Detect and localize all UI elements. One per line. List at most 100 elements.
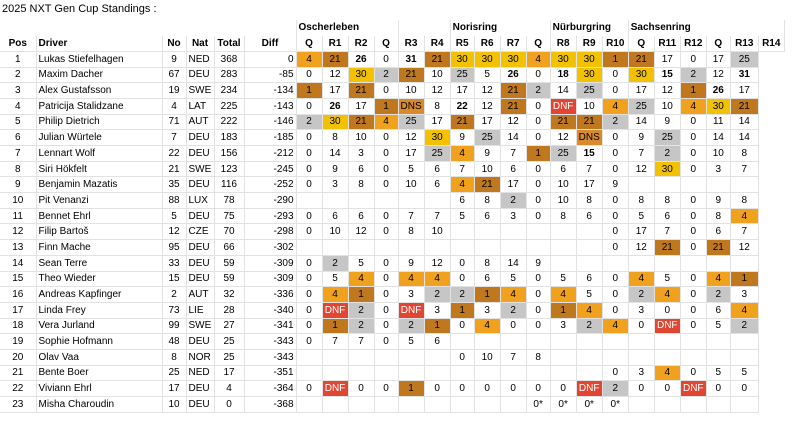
result-cell: 0 (602, 161, 629, 178)
total-cell: 27 (214, 318, 245, 335)
number-cell: 2 (162, 286, 187, 303)
diff-cell: -302 (244, 239, 297, 256)
result-cell: 7 (730, 161, 759, 178)
result-cell: 0 (680, 145, 707, 162)
result-cell: 0 (450, 318, 475, 335)
result-cell: 9 (526, 255, 551, 272)
table-row: 23 Misha Charoudin 10 DEU 0 -368 0* 0* 0* 0* (0, 396, 784, 413)
result-cell: 0 (526, 129, 551, 146)
number-cell: 67 (162, 67, 187, 84)
pos-cell: 16 (0, 286, 37, 303)
result-cell: 8 (526, 349, 551, 366)
result-cell: 12 (474, 98, 501, 115)
total-cell: 25 (214, 333, 245, 350)
result-cell (526, 365, 551, 382)
result-cell: 0 (680, 192, 707, 209)
number-cell: 12 (162, 223, 187, 241)
result-cell: 2 (730, 318, 759, 335)
result-cell: 1 (322, 318, 349, 335)
result-cell (526, 333, 551, 350)
table-row: 13 Finn Mache 95 DEU 66 -302 0 12 21 0 21 12 (0, 239, 784, 256)
result-cell (628, 396, 655, 413)
driver-cell: Theo Wieder (36, 271, 163, 288)
result-cell: 26 (706, 82, 731, 99)
result-cell: 25 (474, 129, 501, 146)
result-cell: 2 (424, 286, 451, 303)
table-row: 16 Andreas Kapfinger 2 AUT 32 -336 0 4 1 0 3 2 2 1 4 0 4… (0, 286, 784, 303)
result-cell: 21 (576, 114, 603, 131)
result-cell: 14 (550, 82, 577, 99)
result-cell (296, 365, 323, 382)
result-cell: 4 (628, 271, 655, 288)
pos-cell: 1 (0, 51, 37, 68)
column-header: Total (214, 35, 245, 52)
nationality-cell: DEU (186, 239, 215, 256)
table-row: 10 Pit Venanzi 88 LUX 78 -290 6 8 2 0 10 8 0 8 8 0 9 8 (0, 192, 784, 209)
result-cell: 30 (654, 161, 681, 178)
result-cell (706, 255, 731, 272)
result-cell: 0 (450, 380, 475, 397)
result-cell: 2 (628, 286, 655, 303)
result-cell: 0 (374, 286, 399, 303)
diff-cell: -85 (244, 67, 297, 84)
result-cell (322, 365, 349, 382)
result-cell: 6 (654, 208, 681, 225)
number-cell: 9 (162, 51, 187, 68)
pos-cell: 15 (0, 271, 37, 288)
column-header: Pos (0, 35, 37, 52)
result-cell (398, 192, 425, 209)
table-row: 12 Filip Bartoš 12 CZE 70 -298 0 10 12 0 8 10 0 17 7 0 6… (0, 223, 784, 241)
result-cell: 7 (654, 223, 681, 241)
number-cell: 19 (162, 82, 187, 99)
result-cell (374, 365, 399, 382)
result-cell (500, 365, 527, 382)
result-cell: 0 (374, 82, 399, 99)
number-cell: 71 (162, 114, 187, 131)
driver-cell: Sean Terre (36, 255, 163, 272)
result-cell: 21 (730, 98, 759, 115)
result-cell: 1 (526, 145, 551, 162)
result-cell: 14 (322, 145, 349, 162)
result-cell (424, 396, 451, 413)
diff-cell: -252 (244, 176, 297, 194)
result-cell: 2 (654, 145, 681, 162)
nationality-cell: AUT (186, 286, 215, 303)
pos-cell: 19 (0, 333, 37, 350)
column-header: R1 (322, 35, 349, 52)
result-cell: 0 (602, 208, 629, 225)
result-cell (730, 255, 759, 272)
result-cell: 3 (500, 208, 527, 225)
result-cell: 0 (296, 176, 323, 194)
table-row: 7 Lennart Wolf 22 DEU 156 -212 0 14 3 0 17 25 4 9 7 1 25… (0, 145, 784, 162)
result-cell: 0 (450, 255, 475, 272)
result-cell (576, 333, 603, 350)
result-cell: 0 (526, 98, 551, 115)
result-cell (322, 349, 349, 366)
result-cell (296, 349, 323, 366)
total-cell: 283 (214, 67, 245, 84)
total-cell: 4 (214, 380, 245, 397)
result-cell: 26 (348, 51, 375, 68)
total-cell: 222 (214, 114, 245, 131)
result-cell: 0 (602, 302, 629, 319)
table-row: 6 Julian Würtele 7 DEU 183 -185 0 8 10 0 12 30 9 25 14… (0, 129, 784, 146)
result-cell (654, 176, 681, 194)
result-cell: 17 (706, 51, 731, 68)
result-cell: 0 (424, 380, 451, 397)
result-cell: 8 (628, 192, 655, 209)
result-cell: 3 (628, 365, 655, 382)
number-cell: 7 (162, 129, 187, 146)
result-cell: DNS (576, 129, 603, 146)
result-cell (374, 349, 399, 366)
result-cell: DNF (680, 380, 707, 397)
result-cell: 5 (550, 271, 577, 288)
result-cell: 12 (424, 255, 451, 272)
pos-cell: 6 (0, 129, 37, 146)
number-cell: 35 (162, 176, 187, 194)
result-cell: 0* (576, 396, 603, 413)
table-row: 18 Vera Jurland 99 SWE 27 -341 0 1 2 0 2 1 0 4 0 0 3 2 4 0 D… (0, 318, 784, 335)
event-nurburgring: Nürburgring (550, 20, 629, 36)
result-cell: 0 (526, 380, 551, 397)
result-cell (706, 333, 731, 350)
result-cell: 0 (526, 176, 551, 194)
